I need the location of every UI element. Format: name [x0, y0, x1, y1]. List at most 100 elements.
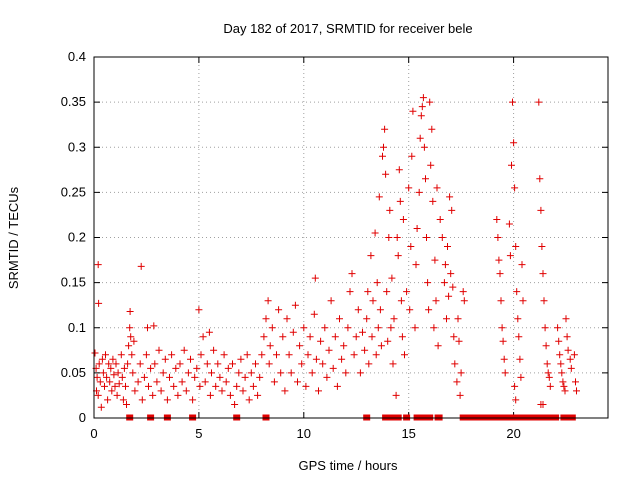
data-point	[206, 391, 214, 399]
x-tick-label: 15	[401, 426, 415, 441]
data-point	[399, 216, 407, 223]
data-point	[566, 355, 574, 363]
data-point	[312, 355, 320, 363]
data-point	[406, 306, 414, 314]
data-point	[344, 324, 352, 332]
data-point	[545, 373, 553, 381]
data-point	[459, 288, 467, 296]
y-tick-label: 0.4	[68, 49, 86, 64]
data-point	[147, 364, 155, 372]
data-point	[381, 125, 389, 133]
data-point	[266, 342, 274, 350]
data-point	[397, 297, 405, 305]
y-tick-label: 0.1	[68, 320, 86, 335]
data-point	[118, 373, 126, 381]
data-point	[554, 324, 562, 332]
data-point	[126, 308, 134, 315]
data-point	[168, 351, 176, 359]
y-tick-label: 0.05	[61, 365, 86, 380]
data-point	[350, 351, 358, 359]
data-point	[122, 382, 129, 390]
data-point	[107, 364, 115, 372]
data-point	[325, 346, 333, 354]
data-point	[153, 378, 161, 386]
data-point	[449, 283, 457, 291]
data-point	[371, 229, 379, 237]
data-point	[117, 351, 125, 359]
data-point	[120, 364, 128, 372]
data-point	[558, 369, 566, 377]
data-point	[333, 382, 341, 390]
data-point	[541, 324, 549, 332]
data-point	[235, 369, 243, 377]
x-axis-label: GPS time / hours	[299, 458, 398, 473]
data-point	[128, 351, 136, 359]
data-point	[205, 328, 213, 336]
data-point	[108, 387, 116, 395]
data-point	[294, 378, 301, 386]
data-point	[505, 220, 513, 228]
data-point	[93, 373, 101, 381]
data-point	[425, 306, 433, 314]
data-point	[448, 206, 456, 214]
data-point	[401, 351, 408, 359]
data-point	[226, 391, 234, 399]
data-point	[506, 252, 514, 260]
data-point	[129, 369, 137, 377]
data-point	[291, 301, 299, 309]
data-point	[393, 234, 401, 241]
data-point	[134, 378, 142, 386]
data-point	[356, 369, 364, 377]
data-point	[422, 175, 429, 183]
data-point	[512, 243, 520, 250]
data-point	[131, 387, 139, 395]
data-point	[510, 139, 518, 147]
data-point	[572, 378, 579, 386]
data-point	[268, 324, 276, 332]
data-point	[573, 387, 580, 395]
chart-title: Day 182 of 2017, SRMTID for receiver bel…	[223, 21, 472, 36]
data-point	[245, 396, 253, 404]
data-point	[189, 396, 197, 404]
data-point	[420, 143, 428, 151]
data-point	[453, 378, 461, 386]
data-point	[348, 270, 356, 278]
y-tick-label: 0.15	[61, 275, 86, 290]
data-point	[564, 346, 572, 354]
data-point	[338, 355, 346, 363]
data-point	[539, 401, 547, 408]
data-point	[498, 324, 506, 332]
data-point	[91, 349, 99, 357]
data-point	[97, 403, 105, 411]
data-point	[364, 288, 372, 296]
data-point	[517, 373, 525, 381]
data-point	[265, 360, 273, 368]
data-point	[556, 351, 564, 359]
data-point	[516, 355, 524, 363]
data-point	[460, 297, 468, 305]
data-point	[387, 324, 395, 332]
data-point	[500, 355, 508, 363]
data-point	[379, 152, 386, 160]
data-point	[392, 391, 400, 399]
data-point	[273, 351, 280, 359]
data-point	[142, 351, 150, 359]
data-point	[382, 170, 390, 178]
data-point	[229, 360, 236, 368]
y-tick-label: 0.25	[61, 184, 86, 199]
data-point	[140, 373, 148, 381]
data-point	[287, 369, 295, 377]
data-point	[94, 391, 102, 399]
data-point	[270, 378, 278, 386]
data-point	[262, 315, 270, 323]
data-point	[281, 387, 289, 395]
data-point	[216, 373, 224, 381]
data-point	[409, 107, 417, 115]
data-point	[102, 351, 109, 359]
data-point	[418, 103, 426, 111]
data-point	[317, 337, 325, 345]
data-point	[144, 324, 151, 332]
data-point	[538, 243, 546, 250]
data-point	[369, 297, 377, 305]
data-point	[163, 396, 171, 404]
